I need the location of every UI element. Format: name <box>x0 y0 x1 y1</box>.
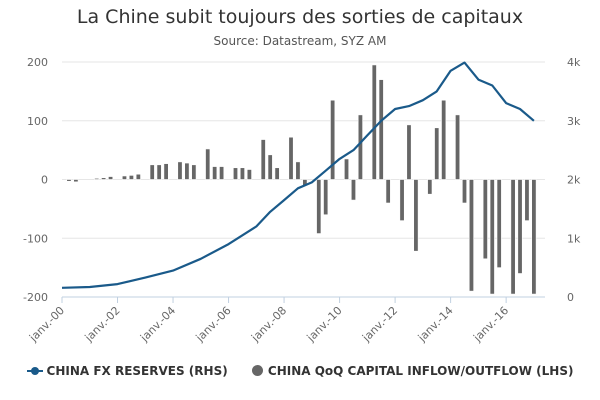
legend-item-capital-flow[interactable]: CHINA QoQ CAPITAL INFLOW/OUTFLOW (LHS) <box>251 364 574 378</box>
right-axis-tick-label: 3k <box>567 115 581 128</box>
capital-flow-bar <box>232 167 238 180</box>
capital-flow-bar <box>344 158 350 180</box>
capital-flow-bar <box>260 139 266 180</box>
capital-flow-bar <box>316 179 322 234</box>
capital-flow-bar <box>330 99 336 180</box>
capital-flow-bar <box>406 124 412 180</box>
capital-flow-bar <box>149 164 155 180</box>
capital-flow-bar <box>66 179 72 182</box>
chart-subtitle: Source: Datastream, SYZ AM <box>213 34 387 48</box>
legend: CHINA FX RESERVES (RHS) CHINA QoQ CAPITA… <box>0 364 600 378</box>
right-axis-tick-label: 4k <box>567 56 581 69</box>
capital-flow-bar <box>121 175 127 180</box>
capital-flow-bar <box>496 179 502 268</box>
x-axis-tick-label: janv.-16 <box>470 304 511 345</box>
capital-flow-bar <box>489 179 495 295</box>
legend-item-fx-reserves[interactable]: CHINA FX RESERVES (RHS) <box>26 364 228 378</box>
x-axis-tick-label: janv.-08 <box>248 304 289 345</box>
left-axis-tick-label: -100 <box>23 232 48 245</box>
capital-flow-bar <box>427 179 433 195</box>
capital-flow-bar <box>295 161 301 180</box>
chart-title: La Chine subit toujours des sorties de c… <box>76 6 524 28</box>
capital-flow-bar <box>94 178 100 180</box>
capital-flow-bar <box>510 179 516 295</box>
capital-flow-bar <box>378 79 384 180</box>
capital-flow-bar <box>482 179 488 260</box>
capital-flow-bar <box>350 179 356 201</box>
capital-flow-bar <box>461 179 467 204</box>
capital-flow-bar <box>177 161 183 180</box>
capital-flow-bar <box>101 177 107 180</box>
capital-flow-bar <box>288 136 294 180</box>
capital-flow-bar <box>108 176 114 180</box>
x-axis-tick-label: janv.-04 <box>137 304 178 345</box>
x-axis-tick-label: janv.-10 <box>304 304 345 345</box>
capital-flow-bar <box>274 167 280 180</box>
capital-flow-bar <box>413 179 419 252</box>
x-axis-tick-label: janv.-00 <box>26 304 67 345</box>
capital-flow-bar <box>219 166 225 180</box>
capital-flow-bar <box>455 114 461 180</box>
capital-flow-bar <box>205 148 211 180</box>
capital-flow-bar <box>191 164 197 180</box>
capital-flow-bar <box>212 166 218 180</box>
capital-flow-bar <box>73 179 79 183</box>
capital-flow-bar <box>441 99 447 180</box>
capital-flow-bar <box>267 154 273 180</box>
x-axis-tick-label: janv.-06 <box>193 304 234 345</box>
x-axis-tick-label: janv.-02 <box>82 304 123 345</box>
capital-flow-bar <box>531 179 537 295</box>
capital-flow-bar <box>371 64 377 180</box>
capital-flow-bar <box>385 179 391 204</box>
x-axis-tick-label: janv.-12 <box>359 304 400 345</box>
legend-label-fx-reserves: CHINA FX RESERVES (RHS) <box>46 364 228 378</box>
capital-flow-bar <box>156 164 162 180</box>
capital-flow-bar <box>517 179 523 274</box>
legend-label-capital-flow: CHINA QoQ CAPITAL INFLOW/OUTFLOW (LHS) <box>267 364 574 378</box>
capital-flow-bar <box>524 179 530 221</box>
right-axis-tick-label: 0 <box>567 291 574 304</box>
right-axis-tick-label: 2k <box>567 174 581 187</box>
capital-flow-bar <box>163 163 169 180</box>
circle-marker-icon <box>251 365 263 376</box>
left-axis-tick-label: 0 <box>41 174 48 187</box>
right-axis-tick-label: 1k <box>567 232 581 245</box>
capital-flow-bar <box>239 167 245 180</box>
line-marker-icon <box>26 366 43 375</box>
capital-flow-bar <box>468 179 474 292</box>
capital-flow-bar <box>357 114 363 180</box>
capital-flow-bar <box>399 179 405 221</box>
capital-flow-bar <box>184 162 190 180</box>
capital-flow-bar <box>135 173 141 180</box>
capital-flow-bar <box>128 175 134 180</box>
capital-flow-bar <box>323 179 329 216</box>
left-axis-tick-label: -200 <box>23 291 48 304</box>
left-axis-tick-label: 100 <box>27 115 48 128</box>
capital-flow-bar <box>246 169 252 180</box>
left-axis-tick-label: 200 <box>27 56 48 69</box>
fx-reserves-line <box>61 61 535 289</box>
x-axis-tick-label: janv.-14 <box>415 304 456 345</box>
capital-flow-bar <box>434 127 440 180</box>
